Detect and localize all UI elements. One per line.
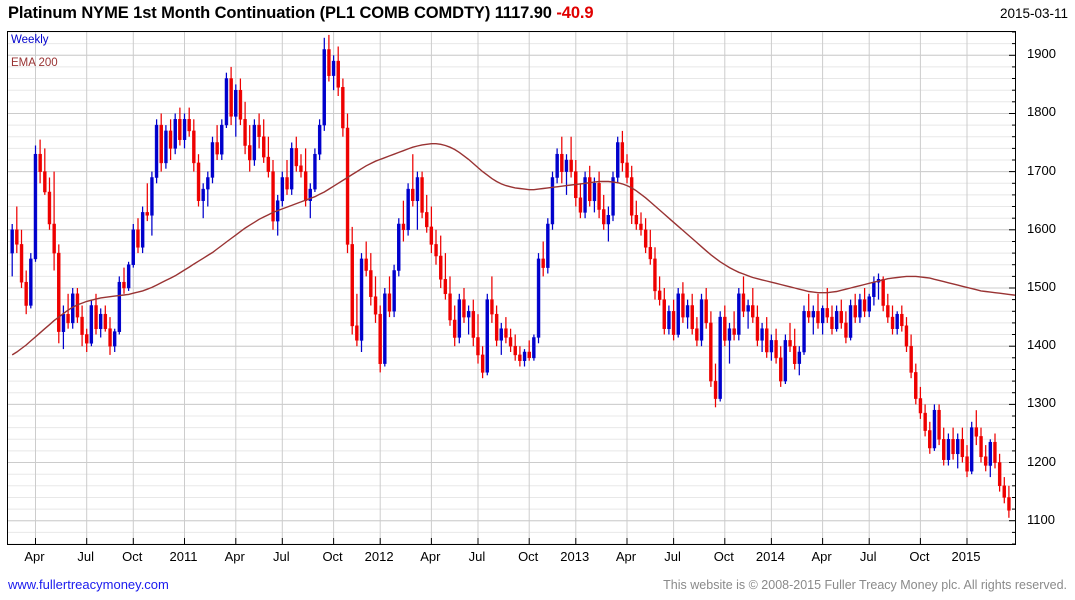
y-axis-tick-label: 1900 bbox=[1027, 46, 1056, 62]
x-axis-tick-label: Apr bbox=[24, 549, 45, 564]
x-axis-tick-label: 2011 bbox=[169, 549, 198, 564]
legend-series-weekly: Weekly bbox=[11, 34, 49, 46]
x-axis-ticks bbox=[35, 538, 968, 544]
quote-date: 2015-03-11 bbox=[999, 6, 1068, 21]
y-axis-tick-label: 1100 bbox=[1027, 511, 1055, 527]
x-axis-tick-label: Jul bbox=[77, 549, 95, 564]
chart-header: Platinum NYME 1st Month Continuation (PL… bbox=[0, 0, 1075, 30]
chart-canvas bbox=[8, 32, 1015, 544]
x-axis-tick-label: Apr bbox=[811, 549, 832, 564]
x-axis-tick-label: Oct bbox=[122, 549, 143, 564]
y-axis-tick-label: 1700 bbox=[1027, 162, 1056, 178]
x-axis-tick-label: Oct bbox=[322, 549, 343, 564]
x-axis-tick-label: Oct bbox=[713, 549, 734, 564]
chart-title-bar: Platinum NYME 1st Month Continuation (PL… bbox=[8, 4, 594, 23]
x-axis-tick-label: Jul bbox=[468, 549, 486, 564]
y-axis-ticks bbox=[1009, 32, 1015, 544]
x-axis-tick-label: 2015 bbox=[951, 549, 981, 564]
site-url[interactable]: www.fullertreacymoney.com bbox=[8, 577, 169, 592]
x-axis-tick-label: Apr bbox=[420, 549, 441, 564]
y-axis-tick-label: 1500 bbox=[1027, 279, 1056, 294]
ema200-line bbox=[11, 143, 1015, 356]
candlestick-series bbox=[10, 34, 1011, 518]
x-axis-tick-label: Jul bbox=[273, 549, 290, 564]
y-axis-tick-label: 1600 bbox=[1027, 220, 1056, 236]
y-axis-tick-label: 1400 bbox=[1027, 337, 1056, 353]
last-price-value: 1117.90 bbox=[494, 4, 552, 22]
y-axis-tick-label: 1200 bbox=[1027, 453, 1056, 469]
legend-series-ema200: EMA 200 bbox=[11, 57, 58, 69]
y-axis-tick-label: 1300 bbox=[1027, 395, 1056, 411]
x-axis-tick-label: Jul bbox=[664, 549, 681, 564]
x-axis-tick-label: Oct bbox=[909, 549, 930, 564]
price-chart-plot[interactable] bbox=[7, 31, 1016, 545]
x-axis-tick-label: Oct bbox=[518, 549, 539, 564]
price-change-value: -40.9 bbox=[556, 4, 594, 22]
x-axis-tick-label: 2013 bbox=[560, 549, 590, 564]
x-axis-tick-label: Jul bbox=[859, 549, 877, 564]
x-axis-tick-label: Apr bbox=[615, 549, 637, 564]
instrument-title: Platinum NYME 1st Month Continuation (PL… bbox=[8, 4, 491, 22]
x-axis-tick-label: Apr bbox=[224, 549, 245, 564]
y-axis-tick-label: 1800 bbox=[1027, 104, 1056, 120]
copyright-notice: This website is © 2008-2015 Fuller Treac… bbox=[663, 578, 1067, 592]
x-axis-tick-label: 2014 bbox=[755, 549, 785, 564]
x-axis-tick-label: 2012 bbox=[364, 549, 394, 564]
